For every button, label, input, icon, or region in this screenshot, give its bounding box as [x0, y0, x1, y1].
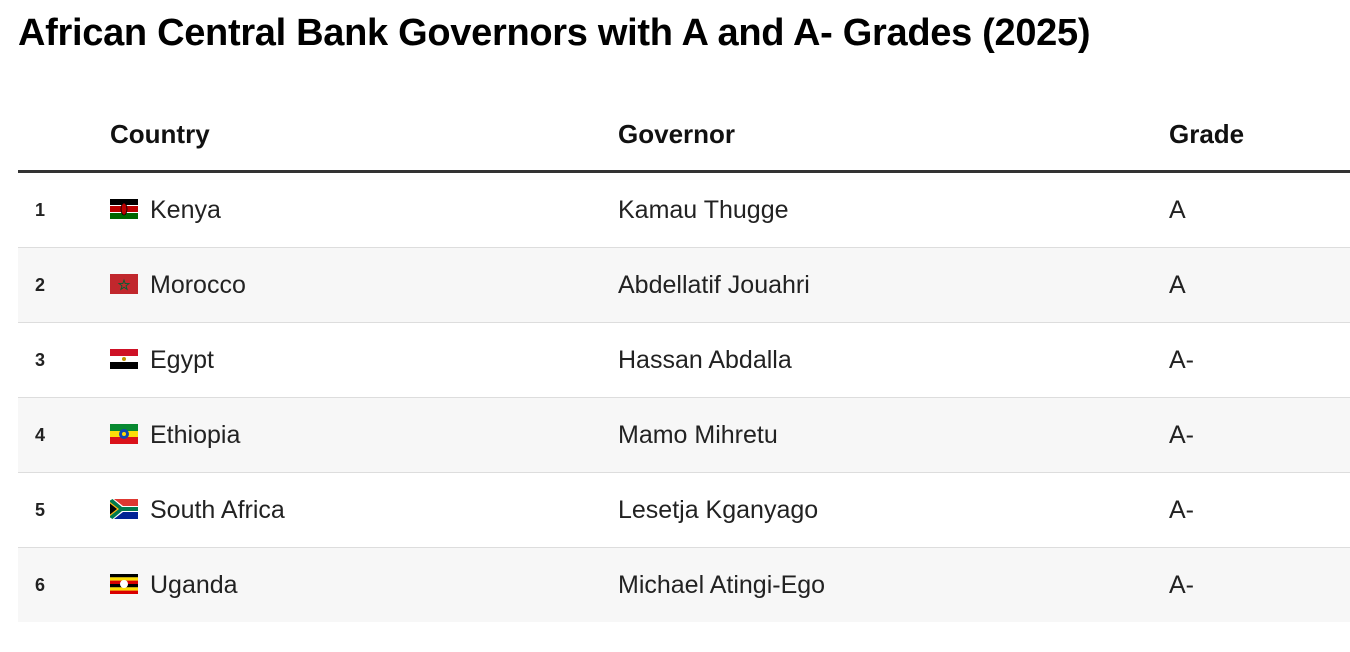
rank-header: [18, 98, 110, 173]
country-cell: South Africa: [110, 472, 618, 548]
grade: A-: [1169, 547, 1350, 622]
rank: 2: [18, 247, 110, 323]
row: 6 Uganda Michael Atingi-Ego A-: [18, 547, 1350, 622]
rank: 6: [18, 547, 110, 622]
title: African Central Bank Governors with A an…: [18, 12, 1091, 54]
rank: 1: [18, 171, 110, 248]
row: 1 Kenya Kamau Thugge A: [18, 171, 1350, 248]
governor: Mamo Mihretu: [618, 397, 1169, 473]
row: 5 South Africa Lesetja Kganyago A-: [18, 472, 1350, 548]
country: South Africa: [150, 495, 285, 524]
governor: Kamau Thugge: [618, 171, 1169, 248]
row: 2 Morocco Abdellatif Jouahri A: [18, 247, 1350, 323]
grade: A-: [1169, 322, 1350, 398]
country-cell: Morocco: [110, 247, 618, 323]
grade: A-: [1169, 472, 1350, 548]
header-cell: Country: [110, 98, 618, 173]
country: Egypt: [150, 345, 214, 374]
rank: 5: [18, 472, 110, 548]
grade: A: [1169, 171, 1350, 248]
country: Kenya: [150, 195, 221, 224]
flag-egypt: [110, 348, 138, 369]
grade: A: [1169, 247, 1350, 323]
governors-table: Country Governor Grade 1 Kenya Kamau Thu…: [18, 98, 1350, 622]
flag-kenya: [110, 198, 138, 219]
governor: Michael Atingi-Ego: [618, 547, 1169, 622]
rank: 3: [18, 322, 110, 398]
flag-morocco: [110, 273, 138, 294]
row: 3 Egypt Hassan Abdalla A-: [18, 322, 1350, 398]
header-cell: Grade: [1169, 98, 1350, 173]
grade: A-: [1169, 397, 1350, 473]
country: Morocco: [150, 270, 246, 299]
country-cell: Uganda: [110, 547, 618, 622]
country-cell: Ethiopia: [110, 397, 618, 473]
header-cell: Governor: [618, 98, 1169, 173]
row: 4 Ethiopia Mamo Mihretu A-: [18, 397, 1350, 473]
country: Ethiopia: [150, 420, 241, 449]
country-cell: Egypt: [110, 322, 618, 398]
country-cell: Kenya: [110, 171, 618, 248]
flag-ethiopia: [110, 423, 138, 444]
governor: Abdellatif Jouahri: [618, 247, 1169, 323]
governor: Hassan Abdalla: [618, 322, 1169, 398]
governor: Lesetja Kganyago: [618, 472, 1169, 548]
flag-uganda: [110, 573, 138, 594]
country: Uganda: [150, 570, 238, 599]
header-row: Country Governor Grade: [18, 98, 1350, 173]
rank: 4: [18, 397, 110, 473]
flag-south-africa: [110, 498, 138, 519]
